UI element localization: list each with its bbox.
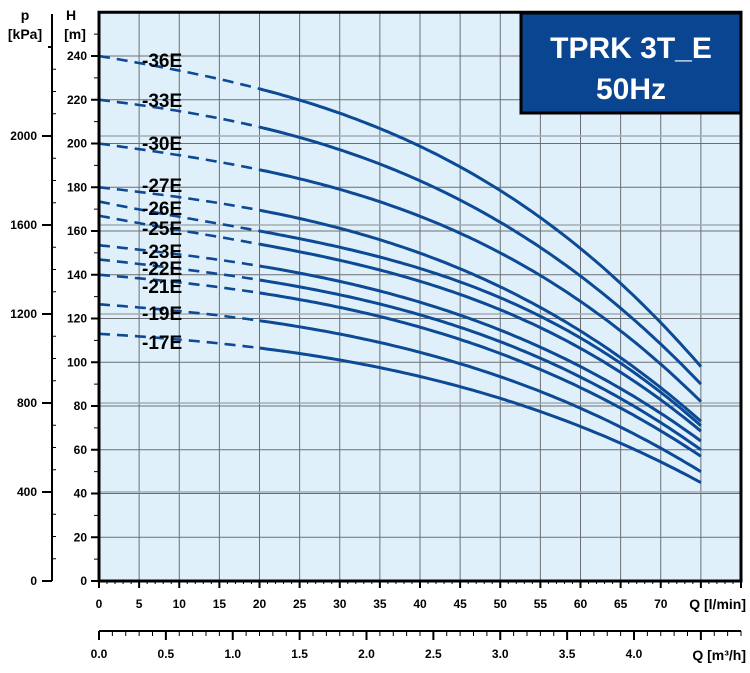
curve-dashed-22E [98,258,260,282]
h-tick-label: 220 [67,93,87,107]
curve-23E [259,264,702,443]
h-tick-label: 160 [67,224,87,238]
curve-dashed-26E [98,200,260,233]
curve-label: -22E [142,259,182,280]
curve-26E [259,229,702,427]
h-tick-label: 200 [67,137,87,151]
h-tick-label: 240 [67,49,87,63]
x-tick-label: 35 [373,597,387,611]
curve-dashed-30E [98,142,260,172]
x2-tick-label: 3.5 [559,647,576,661]
p-tick-label: 0 [30,574,37,588]
curve-19E [259,319,702,473]
curve-label: -26E [142,199,182,220]
curve-label: -33E [142,91,182,112]
x-tick-label: 15 [213,597,227,611]
x-tick-label: 50 [494,597,508,611]
x-tick-label: 0 [96,597,103,611]
x-tick-label: 45 [453,597,467,611]
x2-tick-label: 4.0 [626,647,643,661]
curve-label: -27E [142,176,182,197]
curve-30E [259,168,702,403]
h-tick-label: 60 [74,443,88,457]
x2-axis-label: Q [m³/h] [692,647,746,663]
p-tick-label: 1200 [10,307,37,321]
h-tick-label: 180 [67,180,87,194]
x2-tick-label: 3.0 [492,647,509,661]
x-tick-label: 40 [413,597,427,611]
h-tick-label: 40 [74,487,88,501]
p-tick-label: 2000 [10,129,37,143]
p-tick-label: 800 [17,396,37,410]
h-tick-label: 100 [67,355,87,369]
curve-dashed-36E [98,54,260,91]
curve-21E [259,291,702,458]
curve-22E [259,278,702,452]
x-tick-label: 25 [293,597,307,611]
x2-tick-label: 2.5 [425,647,442,661]
p-tick-label: 400 [17,485,37,499]
curve-25E [259,242,702,433]
curve-label: -25E [142,219,182,240]
x-tick-label: 60 [574,597,588,611]
curve-dashed-33E [98,98,260,129]
x-tick-label: 70 [654,597,668,611]
curve-17E [259,346,702,484]
x2-tick-label: 2.0 [358,647,375,661]
chart-subtitle: 50Hz [596,73,666,106]
curve-dashed-21E [98,273,260,295]
curve-dashed-27E [98,186,260,212]
curve-label: -21E [142,277,182,298]
x-axis-label: Q [l/min] [689,596,746,612]
h-tick-label: 140 [67,268,87,282]
h-axis-label: H [66,7,76,23]
curve-27E [259,208,702,423]
p-axis-label: p [21,7,30,23]
curve-36E [259,87,703,368]
chart-title: TPRK 3T_E [550,32,712,65]
x2-tick-label: 1.5 [291,647,308,661]
x2-tick-label: 1.0 [224,647,241,661]
curve-label: -19E [142,304,182,325]
h-axis-unit: [m] [64,26,86,42]
p-tick-label: 1600 [10,218,37,232]
curve-33E [259,125,702,386]
x-tick-label: 55 [534,597,548,611]
curve-dashed-19E [98,303,260,322]
curve-label: -30E [142,134,182,155]
h-tick-label: 20 [74,530,88,544]
x-tick-label: 10 [173,597,187,611]
curve-dashed-23E [98,243,260,268]
x-tick-label: 30 [333,597,347,611]
h-tick-label: 80 [74,399,88,413]
h-tick-label: 0 [80,574,87,588]
curve-dashed-25E [98,214,260,246]
h-tick-label: 120 [67,312,87,326]
curve-label: -23E [142,242,182,263]
x-tick-label: 5 [136,597,143,611]
curve-label: -17E [142,333,182,354]
x2-tick-label: 0.5 [158,647,175,661]
title-box [519,11,743,115]
x2-tick-label: 0.0 [91,647,108,661]
curve-label: -36E [142,51,182,72]
x-tick-label: 65 [614,597,628,611]
curve-dashed-17E [98,332,260,350]
p-axis-unit: [kPa] [8,26,42,42]
x-tick-label: 20 [253,597,267,611]
